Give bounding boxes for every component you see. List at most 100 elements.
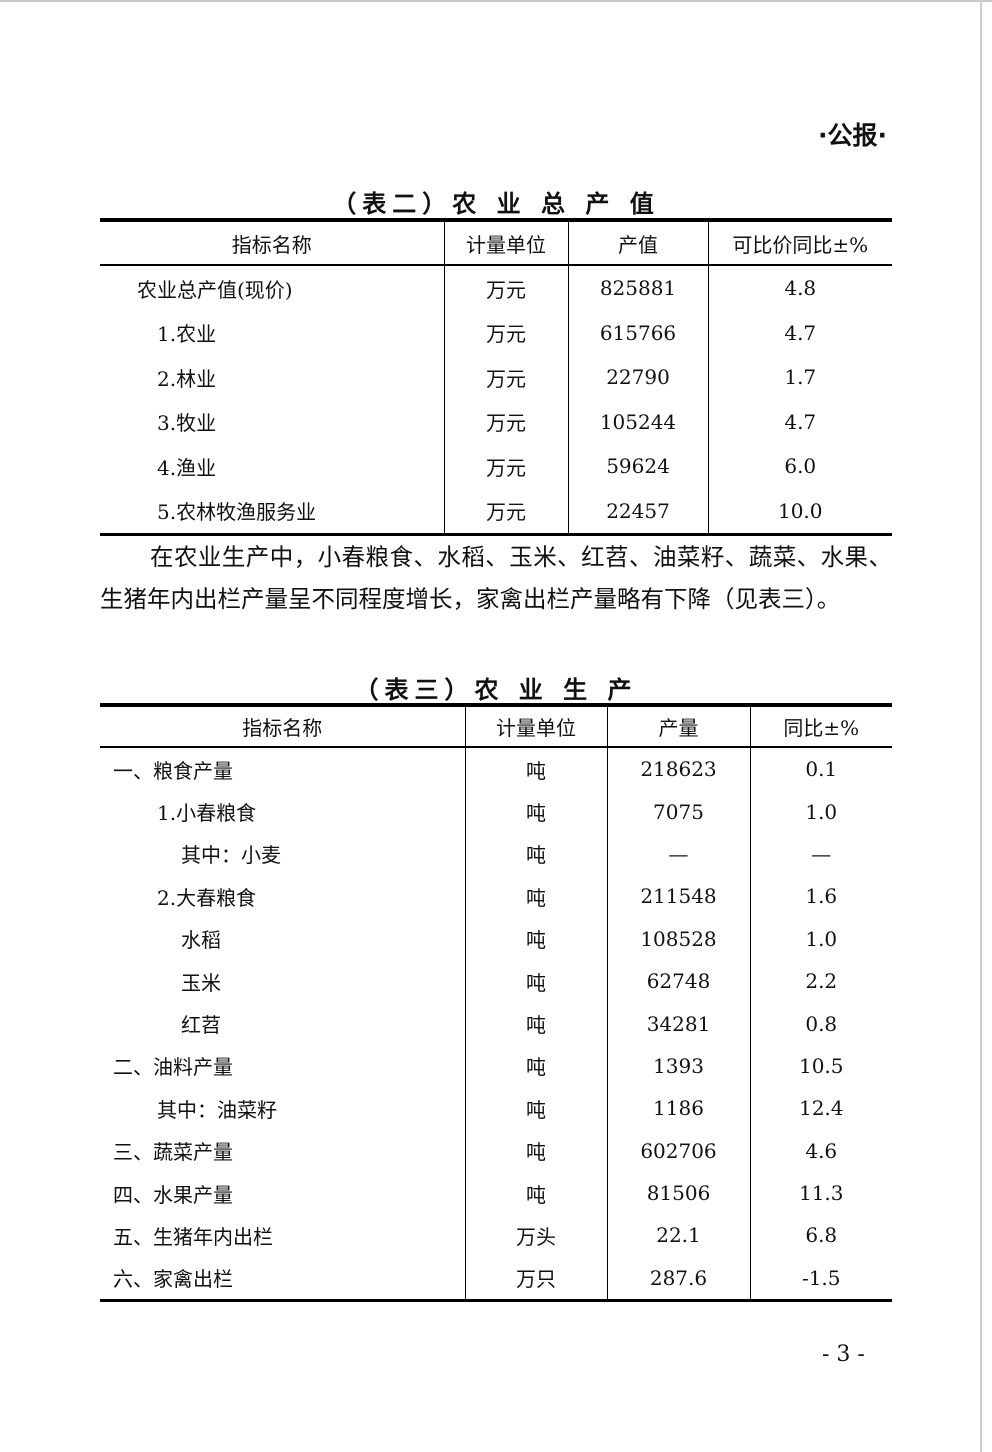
- cell-value: 1393: [606, 1044, 750, 1088]
- cell-yoy: 4.8: [707, 265, 892, 311]
- table-row: 1.小春粮食 吨 7075 1.0: [100, 790, 892, 833]
- cell-name: 五、生猪年内出栏: [113, 1224, 273, 1249]
- table-row: 二、油料产量 吨 1393 10.5: [100, 1044, 892, 1088]
- cell-unit: 吨: [464, 875, 607, 918]
- page-number: - 3 -: [822, 1342, 865, 1367]
- table-row: 四、水果产量 吨 81506 11.3: [100, 1171, 892, 1215]
- cell-value: 287.6: [606, 1256, 750, 1301]
- cell-name: 红苕: [181, 1013, 221, 1038]
- cell-name: 三、蔬菜产量: [113, 1140, 233, 1165]
- cell-yoy: 12.4: [749, 1087, 892, 1130]
- table-row: 红苕 吨 34281 0.8: [100, 1002, 892, 1045]
- body-paragraph: 在农业生产中，小春粮食、水稻、玉米、红苕、油菜籽、蔬菜、水果、生猪年内出栏产量呈…: [100, 543, 892, 613]
- table3: 指标名称 计量单位 产量 同比±% 一、粮食产量吨 218623 0.1 1.小春粮食…: [100, 703, 892, 1303]
- column-header: 指标名称: [100, 705, 465, 748]
- table-row: 六、家禽出栏 万只 287.6 -1.5: [100, 1256, 892, 1301]
- cell-name: 5.农林牧渔服务业: [157, 500, 317, 525]
- cell-unit: 吨: [464, 832, 607, 876]
- cell-unit: 万元: [443, 310, 568, 355]
- cell-yoy: 0.1: [749, 747, 892, 791]
- cell-unit: 万只: [464, 1256, 607, 1301]
- column-header: 同比±%: [749, 705, 892, 748]
- header-tag: ·公报·: [818, 121, 887, 150]
- cell-unit: 万头: [464, 1214, 607, 1257]
- cell-value: 22.1: [606, 1214, 750, 1257]
- cell-unit: 吨: [464, 1087, 607, 1130]
- cell-name: 其中：油菜籽: [157, 1097, 277, 1122]
- cell-unit: 万元: [443, 355, 568, 400]
- table-row: 三、蔬菜产量 吨 602706 4.6: [100, 1129, 892, 1172]
- cell-yoy: 0.8: [749, 1002, 892, 1045]
- cell-value: 218623: [606, 747, 750, 791]
- table2: 指标名称 计量单位 产值 可比价同比±% 农业总产值(现价) 万元 825881 4.…: [100, 218, 892, 536]
- cell-value: 1186: [606, 1087, 750, 1130]
- table-row: 2.大春粮食 吨 211548 1.6: [100, 875, 892, 918]
- table-row: 5.农林牧渔服务业 万元 22457 10.0: [100, 488, 892, 535]
- cell-name: 六、家禽出栏: [113, 1267, 233, 1292]
- cell-value: 81506: [606, 1171, 750, 1215]
- cell-value: 825881: [567, 265, 708, 311]
- cell-value: 62748: [606, 959, 750, 1003]
- cell-yoy: 4.6: [749, 1129, 892, 1172]
- cell-name: 1.小春粮食: [157, 801, 257, 826]
- column-header: 产量: [606, 705, 750, 748]
- cell-name: 一、粮食产量: [113, 758, 233, 783]
- cell-yoy: -1.5: [749, 1256, 892, 1301]
- cell-unit: 吨: [464, 790, 607, 833]
- cell-value: 34281: [606, 1002, 750, 1045]
- cell-value: 22790: [567, 355, 708, 400]
- cell-value: —: [606, 832, 750, 876]
- cell-value: 108528: [606, 917, 750, 960]
- column-header: 产值: [567, 220, 708, 266]
- cell-yoy: 1.0: [749, 790, 892, 833]
- cell-yoy: 4.7: [707, 310, 892, 355]
- cell-unit: 吨: [464, 917, 607, 960]
- cell-yoy: 6.8: [749, 1214, 892, 1257]
- cell-unit: 吨: [464, 959, 607, 1003]
- cell-unit: 吨: [464, 1129, 607, 1172]
- cell-name: 2.大春粮食: [157, 885, 257, 910]
- cell-yoy: 11.3: [749, 1171, 892, 1215]
- cell-yoy: 1.0: [749, 917, 892, 960]
- cell-name: 四、水果产量: [113, 1182, 233, 1207]
- table-row: 一、粮食产量 吨 218623 0.1: [100, 747, 892, 791]
- table-row: 玉米 吨 62748 2.2: [100, 959, 892, 1003]
- cell-name: 玉米: [181, 970, 221, 995]
- table-row: 1.农业 万元 615766 4.7: [100, 310, 892, 355]
- table-row: 3.牧业 万元 105244 4.7: [100, 399, 892, 444]
- cell-name: 2.林业: [157, 366, 217, 391]
- cell-yoy: 2.2: [749, 959, 892, 1003]
- column-header: 可比价同比±%: [707, 220, 892, 266]
- cell-yoy: 4.7: [707, 399, 892, 444]
- cell-name: 3.牧业: [157, 411, 217, 436]
- cell-unit: 吨: [464, 1171, 607, 1215]
- table-row: 五、生猪年内出栏 万头 22.1 6.8: [100, 1214, 892, 1257]
- page-right-edge: [980, 0, 982, 1452]
- cell-value: 105244: [567, 399, 708, 444]
- cell-name: 水稻: [181, 928, 221, 953]
- cell-yoy: 6.0: [707, 444, 892, 489]
- cell-name: 二、油料产量: [113, 1055, 233, 1080]
- cell-name: 4.渔业: [157, 455, 217, 480]
- column-header: 计量单位: [443, 220, 568, 266]
- table-row: 其中：油菜籽 吨 1186 12.4: [100, 1087, 892, 1130]
- cell-value: 22457: [567, 488, 708, 535]
- table2-title: （表二）农 业 总 产 值: [332, 190, 660, 218]
- cell-value: 615766: [567, 310, 708, 355]
- table3-title: （表三）农 业 生 产: [354, 676, 638, 704]
- column-header: 指标名称: [100, 220, 444, 266]
- table-row: 水稻 吨 108528 1.0: [100, 917, 892, 960]
- column-header: 计量单位: [464, 705, 607, 748]
- table-row: 农业总产值(现价) 万元 825881 4.8: [100, 265, 892, 311]
- table-row: 其中：小麦吨 — —: [100, 832, 892, 876]
- cell-yoy: 1.7: [707, 355, 892, 400]
- cell-unit: 吨: [464, 1044, 607, 1088]
- cell-name: 1.农业: [157, 322, 217, 347]
- table-row: 2.林业 万元 22790 1.7: [100, 355, 892, 400]
- cell-yoy: 1.6: [749, 875, 892, 918]
- cell-value: 7075: [606, 790, 750, 833]
- cell-name: 农业总产值(现价): [137, 277, 293, 302]
- table-row: 4.渔业 万元 59624 6.0: [100, 444, 892, 489]
- cell-value: 59624: [567, 444, 708, 489]
- cell-unit: 万元: [443, 444, 568, 489]
